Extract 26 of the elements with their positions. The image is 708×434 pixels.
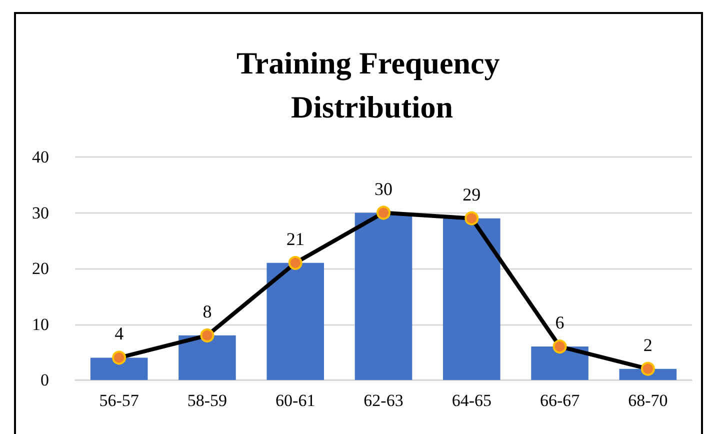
x-tick-label: 66-67 bbox=[540, 391, 580, 410]
bar bbox=[90, 358, 148, 380]
bar bbox=[178, 335, 236, 380]
x-tick-label: 68-70 bbox=[628, 391, 668, 410]
data-label: 21 bbox=[286, 228, 304, 249]
x-tick-label: 62-63 bbox=[364, 391, 404, 410]
data-label: 4 bbox=[114, 324, 124, 344]
data-label: 2 bbox=[643, 334, 652, 355]
x-tick-label: 56-57 bbox=[99, 391, 140, 410]
data-label: 6 bbox=[555, 312, 564, 333]
y-tick-label: 0 bbox=[40, 370, 49, 390]
x-tick-label: 64-65 bbox=[452, 391, 492, 410]
x-tick-label: 60-61 bbox=[276, 391, 316, 410]
bar bbox=[354, 212, 412, 380]
chart-title: Training Frequency Distribution bbox=[236, 46, 508, 124]
y-tick-label: 10 bbox=[32, 314, 49, 334]
y-tick-label: 20 bbox=[32, 259, 49, 278]
y-tick-label: 40 bbox=[32, 148, 49, 166]
y-tick-label: 30 bbox=[32, 203, 49, 222]
data-label: 29 bbox=[462, 184, 481, 204]
bar bbox=[531, 346, 588, 380]
x-tick-label: 58-59 bbox=[187, 391, 228, 410]
bar bbox=[442, 218, 500, 380]
data-label: 8 bbox=[202, 301, 212, 322]
data-label: 30 bbox=[374, 178, 392, 199]
bar bbox=[266, 262, 324, 380]
